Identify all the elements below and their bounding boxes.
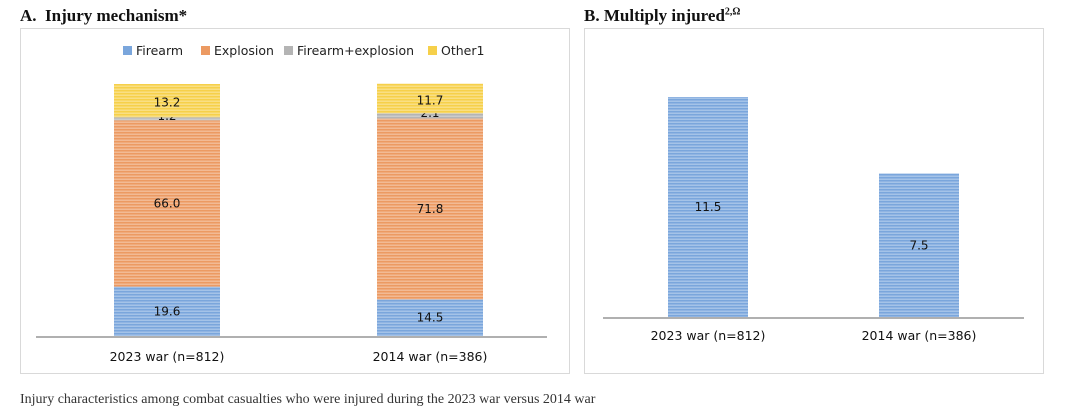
panel-a-title: A. Injury mechanism* [20, 6, 187, 26]
chart-a-category-label-1: 2023 war (n=812) [110, 349, 225, 364]
bar-texture-explosion-1 [114, 120, 220, 287]
chart-a-category-label-2: 2014 war (n=386) [373, 349, 488, 364]
panel-b-frame [584, 28, 1044, 374]
data-label-other1-1: 13.2 [154, 96, 181, 110]
bar-texture-multiply-injured-2 [879, 173, 959, 317]
legend-label-explosion: Explosion [214, 43, 274, 58]
chart-b-category-label-2: 2014 war (n=386) [862, 328, 977, 343]
figure-caption: Injury characteristics among combat casu… [20, 392, 596, 407]
data-label-firearm-1: 19.6 [154, 304, 181, 318]
panel-a-title-text: Injury mechanism* [45, 6, 188, 25]
panel-b-title: B. Multiply injured2,Ω [584, 6, 740, 26]
legend-label-firearm: Firearm [136, 43, 183, 58]
data-label-explosion-2: 71.8 [417, 202, 444, 216]
bar-texture-firearm-explosion-2 [377, 113, 483, 119]
legend-label-firearm-explosion: Firearm+explosion [297, 43, 414, 58]
panel-b-superscript: 2,Ω [724, 6, 741, 18]
data-label-firearm-2: 14.5 [417, 311, 444, 325]
legend-swatch-firearm-explosion [284, 46, 293, 55]
data-label-explosion-1: 66.0 [154, 196, 181, 210]
legend-label-other1: Other1 [441, 43, 484, 58]
chart-b: 11.5 2023 war (n=812) 7.5 2014 war (n=386) [603, 97, 1024, 343]
legend-swatch-explosion [201, 46, 210, 55]
bar-texture-other1-1 [114, 84, 220, 118]
bar-texture-firearm-2 [377, 299, 483, 336]
chart-a: Firearm Explosion Firearm+explosion Other1 1… [36, 43, 547, 364]
chart-b-category-label-1: 2023 war (n=812) [651, 328, 766, 343]
bar-texture-other1-2 [377, 83, 483, 114]
bar-texture-multiply-injured-1 [668, 97, 748, 317]
data-label-multiply-injured-1: 11.5 [695, 200, 722, 214]
bar-texture-firearm-1 [114, 286, 220, 336]
bar-texture-explosion-2 [377, 118, 483, 300]
data-label-multiply-injured-2: 7.5 [909, 238, 928, 252]
panel-b-prefix: B. [584, 6, 600, 25]
bar-texture-firearm-explosion-1 [114, 117, 220, 121]
legend-swatch-other1 [428, 46, 437, 55]
legend-swatch-firearm [123, 46, 132, 55]
panel-a-prefix: A. [20, 6, 37, 25]
panel-b-title-text: Multiply injured [603, 6, 725, 25]
data-label-other1-2: 11.7 [417, 93, 444, 107]
